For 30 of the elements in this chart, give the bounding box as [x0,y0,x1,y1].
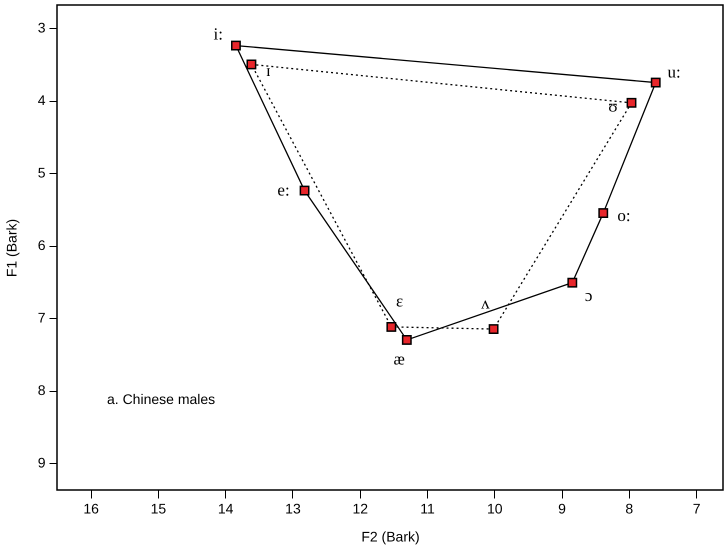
annotation: ɛ [396,292,404,311]
x-tick-label: 10 [486,500,503,516]
y-tick-label: 6 [38,237,46,254]
y-tick-label: 3 [38,20,46,36]
x-tick-label: 14 [218,500,234,516]
annotation: i: [213,24,223,44]
y-tick-label: 4 [38,92,46,108]
x-tick-label: 15 [150,500,166,516]
annotation: o: [617,206,631,226]
x-axis-title: F2 (Bark) [361,528,420,544]
annotation: u: [667,62,681,82]
annotation: e: [277,180,290,200]
y-tick-label: 5 [38,164,46,181]
x-tick-label: 8 [625,500,634,516]
annotation: ɔ [584,286,592,305]
annotation: ɪ [266,60,272,80]
y-tick-label: 8 [38,382,46,398]
x-tick-label: 16 [83,500,100,516]
x-tick-label: 11 [420,500,435,516]
y-tick-label: 9 [38,454,46,471]
x-tick-label: 9 [558,500,566,516]
annotation: æ [394,350,405,369]
annotation: ʌ [481,294,490,313]
x-tick-label: 13 [285,500,301,516]
x-tick-label: 12 [352,500,368,516]
y-axis-title: F1 (Bark) [4,218,20,278]
y-tick-label: 7 [38,310,46,326]
annotation: ʊ [608,96,618,116]
x-tick-label: 7 [692,500,701,516]
annotation: a. Chinese males [107,391,216,407]
